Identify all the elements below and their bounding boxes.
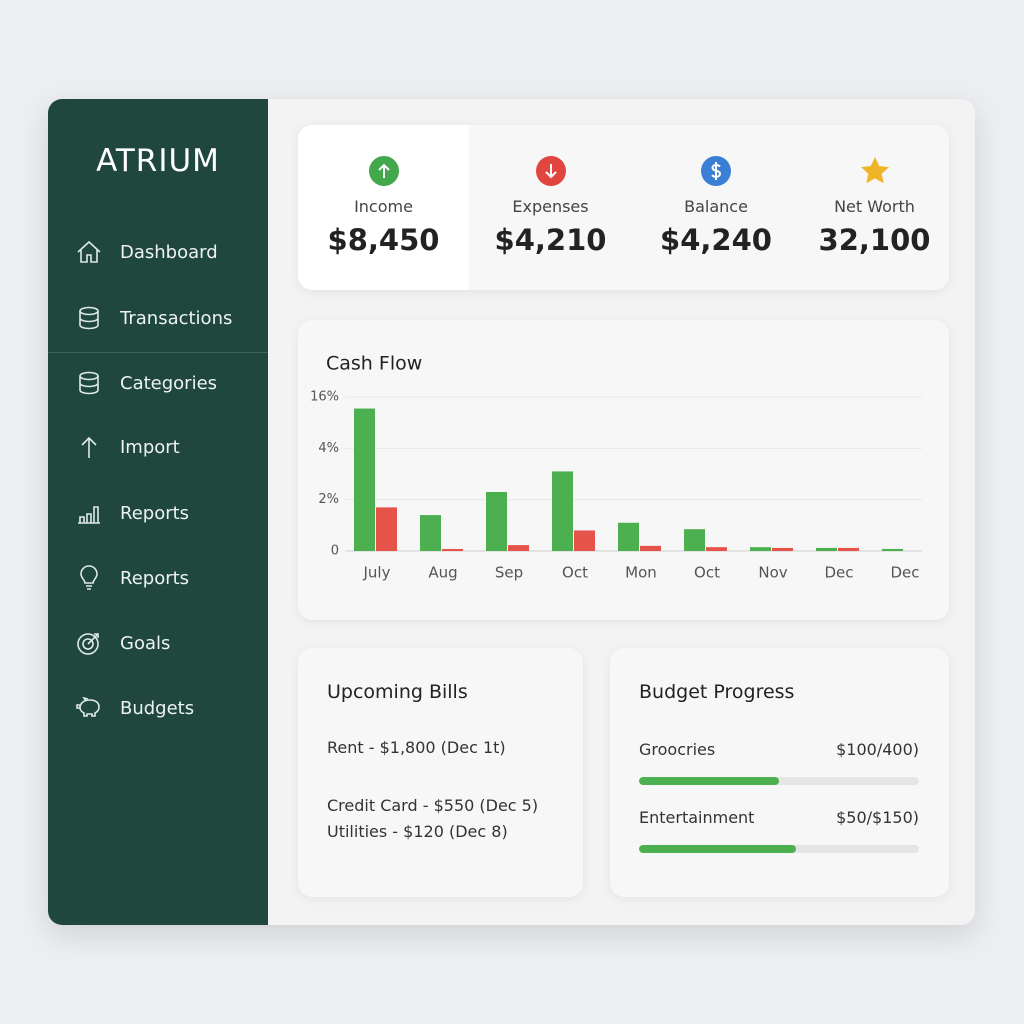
y-tick-label: 2% xyxy=(318,492,339,507)
x-tick-label: Dec xyxy=(824,564,853,582)
kpi: Net Worth 32,100 xyxy=(800,125,949,290)
y-tick-label: 16% xyxy=(310,390,339,405)
kpi: Balance $4,240 xyxy=(632,125,800,290)
nav-label: Reports xyxy=(120,567,190,589)
bar xyxy=(574,530,595,551)
kpi-value: $4,240 xyxy=(660,223,772,257)
x-tick-label: Oct xyxy=(562,564,588,582)
nav-label: Transactions xyxy=(120,307,233,329)
sidebar: ATRIUM Dashboard Transactions Categories… xyxy=(48,99,268,925)
nav-label: Reports xyxy=(120,502,190,524)
app-window: ATRIUM Dashboard Transactions Categories… xyxy=(48,99,975,925)
kpi-label: Balance xyxy=(684,197,748,216)
chart: Cash Flow 0 2% 4% 16% July Aug Sep Oct Mon Oct Nov… xyxy=(310,353,922,582)
bar xyxy=(420,515,441,551)
kpi-icon xyxy=(368,156,399,186)
x-tick-label: Dec xyxy=(890,564,919,582)
nav-item[interactable]: Import xyxy=(74,432,180,462)
progress-track xyxy=(639,845,919,853)
nav-item[interactable]: Budgets xyxy=(74,693,194,723)
chart-card: Cash Flow 0 2% 4% 16% July Aug Sep Oct Mon Oct Nov… xyxy=(298,320,949,620)
nav-label: Goals xyxy=(120,632,171,654)
bar xyxy=(706,547,727,551)
budget-amount: $50/$150) xyxy=(836,808,919,827)
budget-name: Entertainment xyxy=(639,808,755,827)
kpi-value: $8,450 xyxy=(327,223,440,257)
nav-label: Dashboard xyxy=(120,241,218,263)
kpi-label: Net Worth xyxy=(834,197,915,216)
bar xyxy=(618,522,639,551)
bar xyxy=(750,547,771,551)
nav-item[interactable]: Reports xyxy=(74,563,189,593)
nav-label: Categories xyxy=(120,372,218,394)
budget-name: Groocries xyxy=(639,740,716,759)
bar xyxy=(882,548,903,551)
budget-card: Budget Progress Groocries $100/400) Ente… xyxy=(610,648,949,897)
x-tick-label: July xyxy=(363,564,391,582)
kpi-icon xyxy=(860,157,889,184)
x-tick-label: Sep xyxy=(495,564,523,582)
x-tick-label: Aug xyxy=(428,564,457,582)
progress-fill xyxy=(639,777,779,785)
kpi-card: Income $8,450 Expenses $4,210 Balance $4… xyxy=(298,125,949,290)
bill-item: Utilities - $120 (Dec 8) xyxy=(327,822,508,841)
bills-card: Upcoming Bills Rent - $1,800 (Dec 1t) Cr… xyxy=(298,648,583,897)
brand: ATRIUM xyxy=(96,143,220,179)
bar xyxy=(640,545,661,551)
bar xyxy=(442,548,463,551)
bar xyxy=(486,491,507,551)
budget-amount: $100/400) xyxy=(836,740,919,759)
kpi-value: 32,100 xyxy=(818,223,931,257)
y-tick-label: 4% xyxy=(318,441,339,456)
bar xyxy=(354,408,375,551)
bar xyxy=(816,547,837,551)
kpi-label: Expenses xyxy=(512,197,589,216)
x-tick-label: Nov xyxy=(758,564,787,582)
kpi-value: $4,210 xyxy=(494,223,607,257)
nav-item[interactable]: Dashboard xyxy=(74,237,218,267)
kpi-icon xyxy=(701,156,731,186)
bill-item: Rent - $1,800 (Dec 1t) xyxy=(327,738,506,757)
bill-item: Credit Card - $550 (Dec 5) xyxy=(327,796,539,815)
nav-label: Budgets xyxy=(120,697,195,719)
card-title: Upcoming Bills xyxy=(327,681,468,703)
progress-track xyxy=(639,777,919,785)
bar xyxy=(376,507,397,551)
x-tick-label: Oct xyxy=(694,564,720,582)
chart-title: Cash Flow xyxy=(326,353,422,375)
nav-item[interactable]: Transactions xyxy=(74,303,232,333)
kpi: Expenses $4,210 xyxy=(469,125,632,290)
nav-item[interactable]: Goals xyxy=(74,628,170,658)
x-tick-label: Mon xyxy=(625,564,657,582)
progress-fill xyxy=(639,845,796,853)
kpi-icon xyxy=(535,156,566,186)
bar xyxy=(684,529,705,551)
separator xyxy=(48,352,268,353)
bar xyxy=(772,547,793,551)
bar xyxy=(508,545,529,551)
bar xyxy=(552,471,573,551)
y-tick-label: 0 xyxy=(331,544,339,559)
nav-item[interactable]: Reports xyxy=(74,498,189,528)
card-title: Budget Progress xyxy=(639,681,795,703)
kpi: Income $8,450 xyxy=(298,125,469,290)
nav-label: Import xyxy=(120,436,180,458)
kpi-label: Income xyxy=(354,197,413,216)
bar xyxy=(838,547,859,551)
nav-item[interactable]: Categories xyxy=(74,368,217,398)
